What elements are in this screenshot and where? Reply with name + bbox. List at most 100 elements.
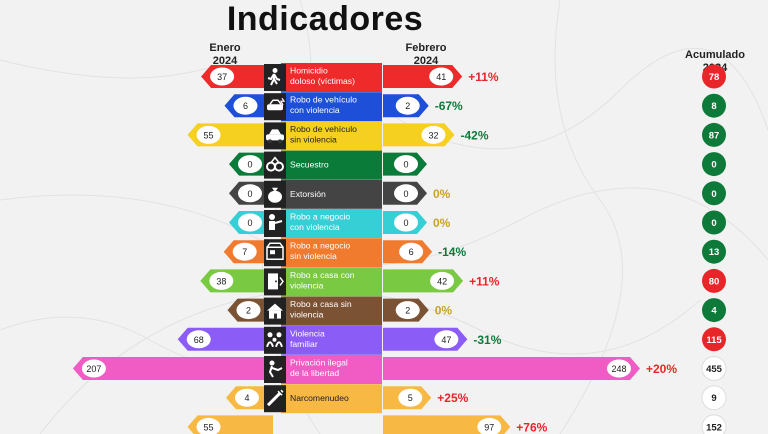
enero-header-year: 2024 [212,55,238,67]
enero-value: 0 [247,160,252,170]
acumulado-value: 115 [706,335,722,346]
febrero-value: 32 [428,130,438,140]
acumulado-badge [702,327,726,352]
syringe-icon [266,389,284,407]
kidnap-icon [268,360,283,378]
indicator-row: 4 5 +25% Narcomenudeo 9 [225,384,727,414]
enero-value: 6 [243,101,248,111]
indicator-label-box [281,150,382,180]
acumulado-badge [701,356,727,381]
febrero-header: Febrero 2024 [396,42,456,68]
indicator-label: con violencia [290,105,340,115]
money-bag-icon [268,187,282,203]
febrero-value: 41 [436,72,446,82]
change-percent: +11% [468,70,499,84]
indicator-label-box [281,384,382,414]
acumulado-badge [701,385,727,411]
enero-value-bubble [238,213,262,232]
enero-value: 68 [194,335,204,345]
indicator-label: Secuestro [290,160,329,170]
acumulado-value: 87 [709,130,720,141]
change-percent: 0% [433,187,451,201]
change-percent: +76% [516,420,547,434]
acumulado-header-label: Acumulado [685,49,745,61]
indicator-label: Violencia [290,328,325,338]
acumulado-value: 0 [711,218,716,229]
enero-header: Enero 2024 [200,42,250,68]
acumulado-value: 455 [706,364,723,375]
change-percent: 0% [433,216,451,230]
enero-value-bubble [210,67,235,86]
febrero-value: 97 [484,422,494,432]
change-percent: +25% [437,391,468,405]
indicator-label-box [281,355,382,384]
enero-value: 4 [244,393,249,403]
indicator-label: de la libertad [290,368,339,378]
car-icon [266,129,284,144]
febrero-value: 42 [437,276,447,286]
enero-value-bubble [186,330,211,349]
enero-value-bubble [236,301,261,320]
febrero-value: 47 [441,335,451,345]
enero-value-bubble [196,125,221,144]
indicator-label: sin violencia [290,251,337,261]
enero-value: 0 [247,218,252,228]
indicator-label-box [281,121,382,151]
house-icon [267,303,283,319]
enero-value: 55 [204,422,214,432]
acumulado-value: 0 [711,160,716,171]
indicator-label-box [281,209,382,238]
acumulado-badge [702,181,726,206]
enero-value-bubble [238,184,262,203]
indicator-row: 0 0 0% Extorsión 0 [229,179,726,209]
acumulado-value: 4 [711,306,717,317]
febrero-value-bubble [607,359,631,378]
enero-value: 207 [86,364,101,374]
change-percent: -67% [435,99,463,113]
febrero-value-bubble [394,213,418,232]
acumulado-value: 78 [709,72,720,83]
indicator-label: Robo a casa sin [290,299,352,309]
car-crash-icon [267,97,286,111]
shop-icon [266,242,284,260]
indicator-label: con violencia [290,222,340,232]
febrero-value-bubble [398,388,423,407]
indicator-label-box [281,92,382,122]
change-percent: 0% [435,304,453,318]
running-person-icon [267,68,281,86]
indicator-label-box [281,325,382,355]
family-icon [266,332,283,348]
enero-value-bubble [232,242,257,261]
indicator-label-box [281,296,382,326]
enero-value-bubble [196,417,221,434]
febrero-value-bubble [395,301,420,320]
febrero-value: 0 [403,160,408,170]
acumulado-value: 13 [709,247,720,258]
indicator-label: Robo a casa con [290,270,355,280]
indicator-label: familiar [290,339,318,349]
robber-icon [269,214,283,230]
febrero-value-bubble [430,271,455,290]
acumulado-value: 8 [711,101,716,112]
indicator-label: violencia [290,280,324,290]
febrero-value-bubble [429,67,454,86]
febrero-bar [383,357,640,380]
enero-value: 37 [217,72,227,82]
enero-value-bubble [234,388,259,407]
enero-value: 0 [247,189,252,199]
febrero-value-bubble [421,125,446,144]
febrero-header-year: 2024 [413,55,439,67]
enero-value: 38 [216,276,226,286]
indicator-label: sin violencia [290,134,337,144]
indicator-label: Robo a negocio [290,212,350,222]
indicator-label: Privación ilegal [290,358,348,368]
febrero-value: 2 [405,306,410,316]
acumulado-badge [702,268,726,293]
febrero-value: 5 [408,393,413,403]
